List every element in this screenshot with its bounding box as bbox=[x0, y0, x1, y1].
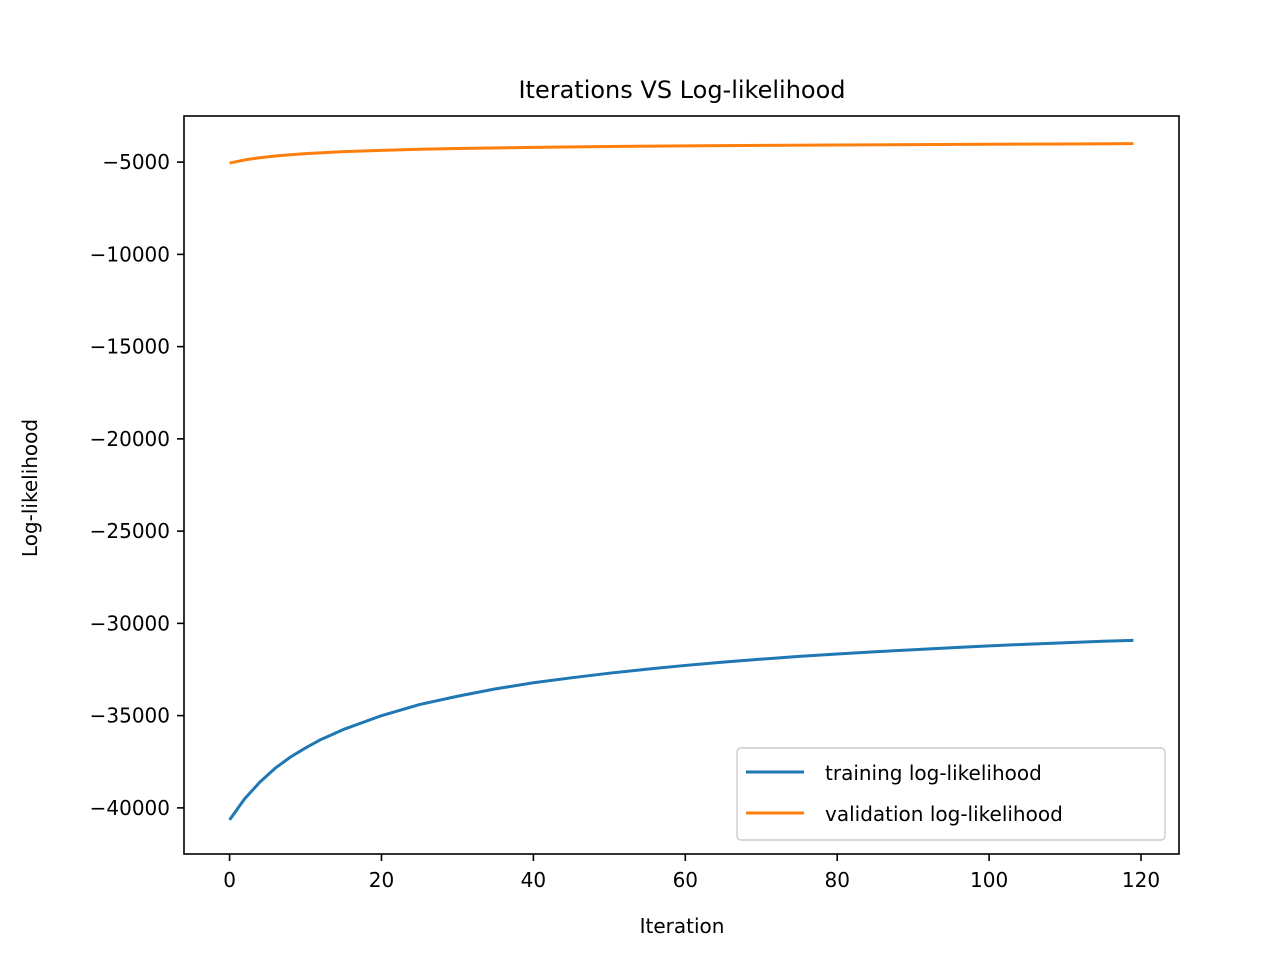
y-axis-label: Log-likelihood bbox=[18, 419, 42, 557]
y-tick-label: −5000 bbox=[102, 150, 170, 174]
chart-title: Iterations VS Log-likelihood bbox=[518, 76, 845, 104]
y-tick-label: −30000 bbox=[90, 611, 170, 635]
y-tick-label: −10000 bbox=[90, 242, 170, 266]
x-tick-label: 40 bbox=[521, 868, 546, 892]
x-axis: 0 20 40 60 80 100 120 bbox=[223, 854, 1160, 892]
legend-box bbox=[736, 747, 1166, 841]
x-axis-label: Iteration bbox=[640, 914, 725, 938]
series-line-validation bbox=[229, 142, 1134, 165]
plot-frame bbox=[183, 115, 1180, 855]
legend-label-validation: validation log-likelihood bbox=[825, 802, 1063, 826]
x-tick-label: 80 bbox=[824, 868, 849, 892]
series-line-training bbox=[228, 638, 1134, 821]
x-tick-label: 60 bbox=[673, 868, 698, 892]
y-tick-label: −15000 bbox=[90, 335, 170, 359]
x-tick-label: 120 bbox=[1122, 868, 1160, 892]
y-tick-label: −35000 bbox=[90, 704, 170, 728]
legend: training log-likelihood validation log-l… bbox=[736, 747, 1166, 841]
y-axis: −40000 −35000 −30000 −25000 −20000 −15000 −100… bbox=[90, 150, 184, 820]
x-tick-label: 100 bbox=[970, 868, 1008, 892]
x-tick-label: 20 bbox=[369, 868, 394, 892]
legend-label-training: training log-likelihood bbox=[825, 761, 1042, 785]
y-tick-label: −25000 bbox=[90, 519, 170, 543]
y-tick-label: −40000 bbox=[90, 796, 170, 820]
series-layer bbox=[228, 142, 1134, 821]
y-tick-label: −20000 bbox=[90, 427, 170, 451]
x-tick-label: 0 bbox=[223, 868, 236, 892]
